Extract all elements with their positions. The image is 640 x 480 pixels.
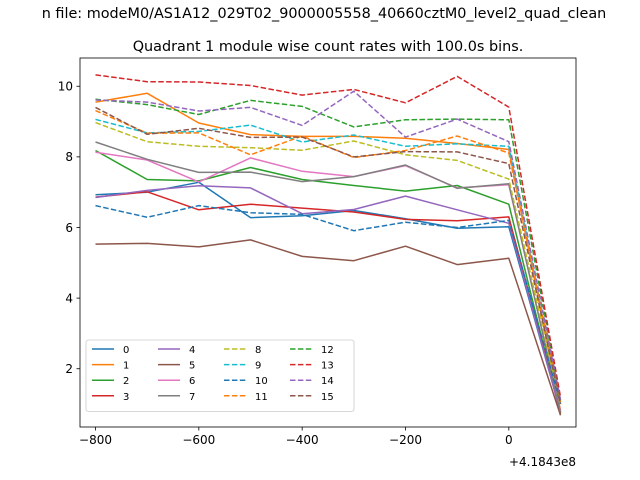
x-offset-label: +4.1843e8	[509, 455, 576, 469]
x-tick-label: −600	[182, 433, 215, 447]
y-tick-label: 10	[58, 80, 73, 94]
chart-title: Quadrant 1 module wise count rates with …	[133, 39, 524, 55]
series-line-4	[95, 185, 562, 413]
legend-label-2: 2	[123, 376, 129, 387]
figure-suptitle: n file: modeM0/AS1A12_029T02_9000005558_…	[42, 6, 607, 22]
legend-label-9: 9	[255, 361, 261, 372]
x-tick-label: 0	[505, 433, 513, 447]
series-line-12	[95, 98, 562, 401]
x-tick-label: −400	[286, 433, 319, 447]
legend-label-8: 8	[255, 345, 261, 356]
y-tick-label: 2	[65, 362, 73, 376]
legend-label-1: 1	[123, 361, 129, 372]
legend-box	[85, 339, 355, 412]
axes-frame	[79, 57, 577, 428]
series-line-3	[95, 191, 562, 414]
series-line-9	[95, 118, 562, 405]
y-tick-label: 4	[65, 291, 73, 305]
legend-label-3: 3	[123, 392, 129, 403]
legend-label-12: 12	[321, 345, 334, 356]
series-line-10	[95, 204, 562, 404]
series-line-7	[95, 141, 562, 413]
legend-label-15: 15	[321, 392, 334, 403]
series-line-5	[95, 239, 562, 416]
legend-label-13: 13	[321, 361, 334, 372]
legend-label-11: 11	[255, 392, 268, 403]
x-tick-label: −200	[389, 433, 422, 447]
legend-label-4: 4	[189, 345, 195, 356]
legend-label-5: 5	[189, 361, 195, 372]
series-line-2	[95, 149, 562, 415]
legend-label-0: 0	[123, 345, 129, 356]
series-line-1	[95, 92, 562, 411]
series-line-15	[95, 106, 562, 405]
series-line-13	[95, 74, 562, 398]
legend-label-6: 6	[189, 376, 195, 387]
plot-area	[95, 74, 562, 416]
series-line-0	[95, 181, 562, 413]
series-line-8	[95, 121, 562, 405]
legend-label-10: 10	[255, 376, 268, 387]
y-tick-label: 6	[65, 221, 73, 235]
series-line-14	[95, 90, 562, 400]
y-tick-label: 8	[65, 150, 73, 164]
x-tick-label: −800	[79, 433, 112, 447]
legend-label-14: 14	[321, 376, 334, 387]
legend-label-7: 7	[189, 392, 195, 403]
